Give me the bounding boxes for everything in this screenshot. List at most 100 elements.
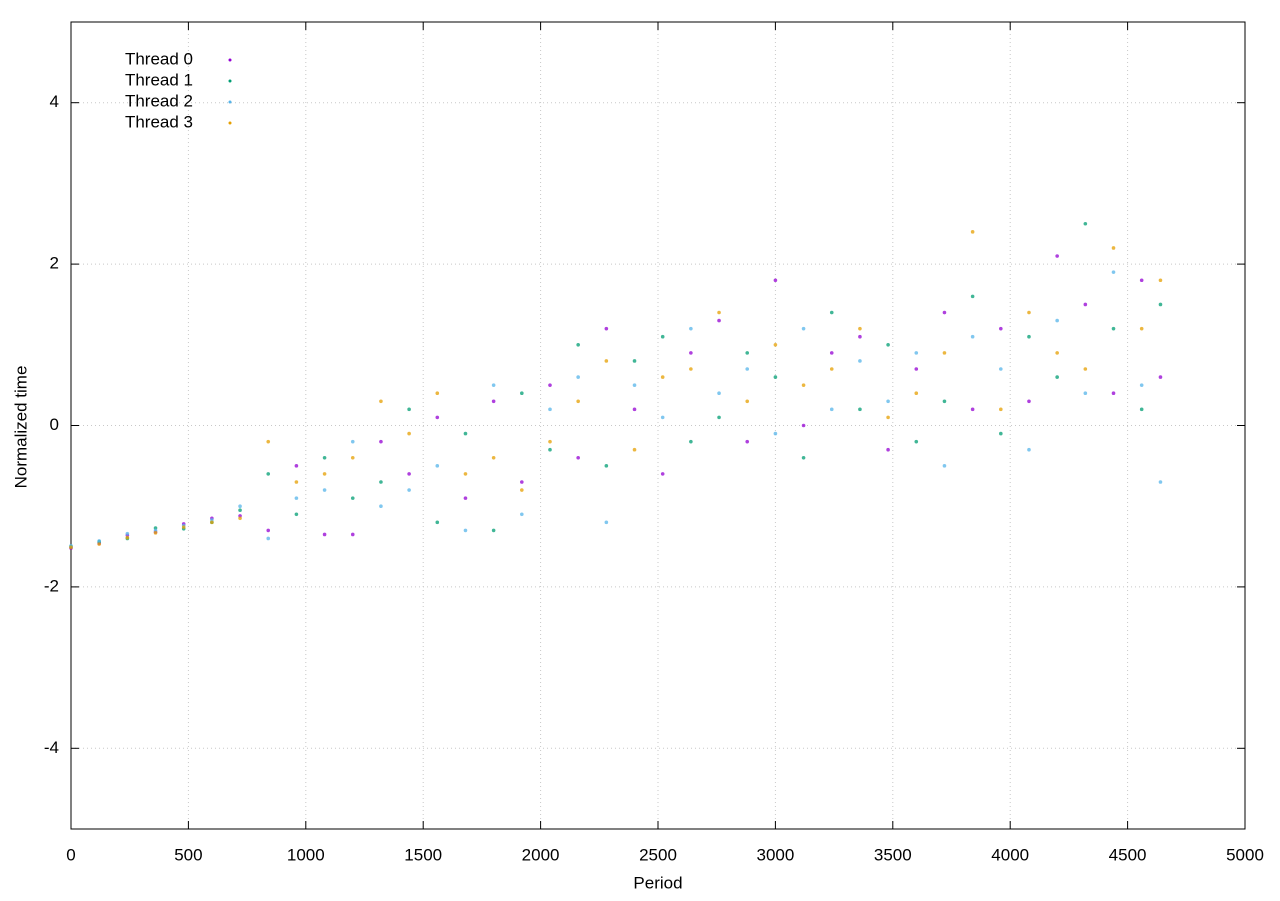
point — [1083, 367, 1088, 371]
point — [858, 359, 862, 363]
point — [463, 528, 468, 533]
point — [407, 407, 411, 412]
point — [548, 447, 552, 452]
point — [1111, 326, 1116, 331]
point — [829, 367, 834, 371]
point — [604, 520, 609, 525]
point — [660, 415, 665, 420]
legend-label: Thread 0 — [125, 49, 193, 68]
point — [745, 367, 750, 371]
point — [294, 512, 299, 517]
point — [970, 294, 975, 299]
point — [1158, 278, 1163, 283]
point — [1111, 270, 1116, 274]
legend-swatch — [228, 121, 232, 125]
plot-frame — [70, 21, 1246, 830]
point — [125, 535, 130, 540]
point — [1027, 399, 1031, 404]
point — [1055, 375, 1059, 379]
point — [266, 439, 271, 444]
point — [689, 351, 693, 355]
point — [773, 343, 778, 347]
point — [548, 383, 552, 387]
point — [1027, 310, 1031, 315]
point — [379, 504, 383, 509]
point — [689, 367, 693, 371]
point — [294, 496, 299, 500]
point — [829, 351, 834, 355]
point — [604, 464, 609, 468]
point — [266, 528, 271, 533]
point — [886, 447, 890, 452]
y-tick-label: -2 — [44, 576, 59, 595]
point — [801, 423, 806, 428]
point — [886, 415, 890, 420]
point — [773, 278, 778, 283]
point — [1055, 318, 1059, 323]
point — [520, 480, 524, 484]
point — [999, 326, 1003, 331]
point — [463, 472, 468, 476]
point — [801, 455, 806, 460]
point — [125, 531, 130, 536]
point — [914, 367, 919, 371]
x-tick-label: 5000 — [1226, 845, 1264, 864]
point — [717, 310, 721, 315]
point — [322, 532, 327, 537]
point — [745, 351, 750, 355]
legend-swatch — [228, 100, 232, 104]
point — [886, 399, 890, 404]
point — [576, 455, 580, 460]
point — [491, 399, 496, 404]
point — [350, 455, 355, 460]
point — [858, 326, 862, 331]
point — [858, 334, 862, 339]
point — [970, 230, 975, 234]
point — [1111, 391, 1116, 396]
point — [942, 351, 947, 355]
point — [801, 383, 806, 387]
y-tick-label: -4 — [44, 738, 59, 757]
point — [435, 520, 440, 525]
point — [520, 488, 524, 492]
point — [999, 431, 1003, 436]
legend-label: Thread 3 — [125, 112, 193, 131]
point — [350, 496, 355, 500]
point — [886, 343, 890, 347]
point — [1158, 480, 1163, 484]
point — [745, 439, 750, 444]
point — [435, 464, 440, 468]
point — [350, 439, 355, 444]
point — [829, 407, 834, 412]
point — [1055, 254, 1059, 258]
point — [660, 334, 665, 339]
point — [548, 407, 552, 412]
y-tick-label: 0 — [50, 415, 59, 434]
point — [238, 508, 242, 513]
point — [379, 480, 383, 484]
legend-label: Thread 2 — [125, 91, 193, 110]
point — [999, 367, 1003, 371]
point — [463, 431, 468, 436]
legend-label: Thread 1 — [125, 70, 193, 89]
point — [322, 488, 327, 492]
point — [970, 334, 975, 339]
point — [491, 455, 496, 460]
point — [717, 391, 721, 396]
point — [576, 375, 580, 379]
point — [576, 343, 580, 347]
point — [238, 504, 242, 509]
y-tick-label: 4 — [50, 92, 59, 111]
legend-swatch — [228, 79, 232, 83]
point — [660, 472, 665, 476]
point — [773, 431, 778, 436]
point — [1139, 278, 1144, 283]
point — [1083, 302, 1088, 307]
point — [942, 464, 947, 468]
x-tick-label: 500 — [174, 845, 202, 864]
point — [942, 310, 947, 315]
x-tick-label: 2000 — [522, 845, 560, 864]
point — [1027, 447, 1031, 452]
point — [1111, 246, 1116, 250]
point — [942, 399, 947, 404]
